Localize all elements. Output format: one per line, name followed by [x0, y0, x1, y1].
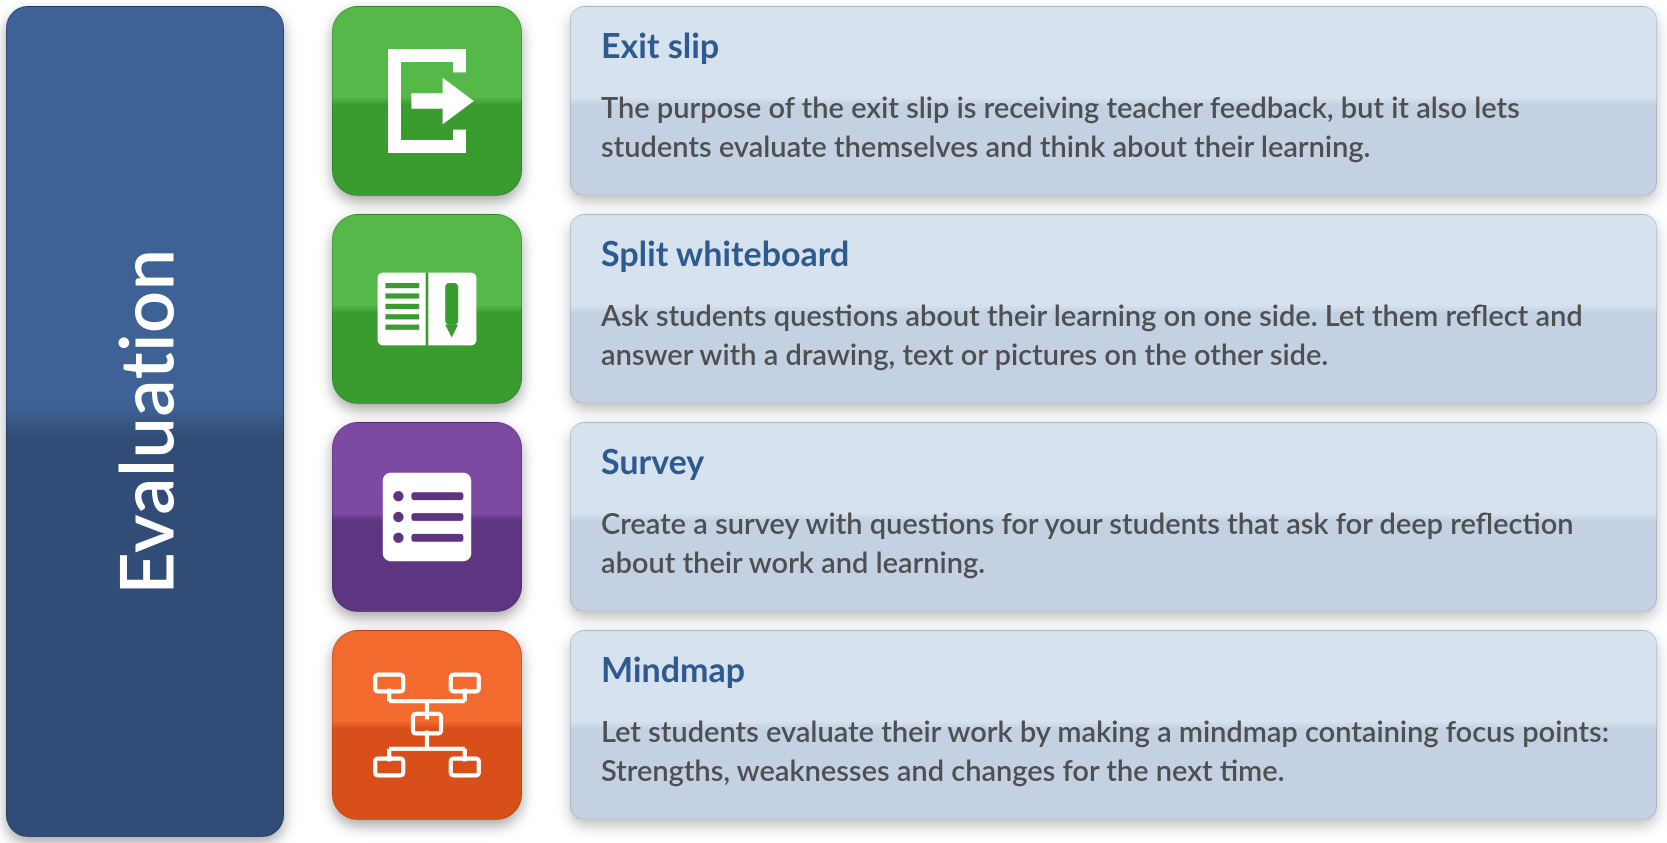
exit-arrow-icon	[362, 36, 492, 166]
icon-tile-survey	[332, 422, 522, 612]
item-body: Create a survey with questions for your …	[601, 504, 1626, 582]
infographic-root: Evaluation Exit slip The purpose of the …	[0, 0, 1667, 843]
list-item: Split whiteboard Ask students questions …	[332, 214, 1657, 404]
list-item: Mindmap Let students evaluate their work…	[332, 630, 1657, 820]
item-title: Exit slip	[601, 25, 1626, 66]
desc-panel-mindmap: Mindmap Let students evaluate their work…	[570, 630, 1657, 820]
icon-tile-exit-slip	[332, 6, 522, 196]
item-body: Let students evaluate their work by maki…	[601, 712, 1626, 790]
category-label: Evaluation	[101, 248, 190, 594]
items-column: Exit slip The purpose of the exit slip i…	[332, 6, 1657, 837]
desc-panel-survey: Survey Create a survey with questions fo…	[570, 422, 1657, 612]
icon-tile-split-whiteboard	[332, 214, 522, 404]
icon-tile-mindmap	[332, 630, 522, 820]
bullet-list-icon	[362, 452, 492, 582]
desc-panel-split-whiteboard: Split whiteboard Ask students questions …	[570, 214, 1657, 404]
item-body: Ask students questions about their learn…	[601, 296, 1626, 374]
list-item: Exit slip The purpose of the exit slip i…	[332, 6, 1657, 196]
item-title: Split whiteboard	[601, 233, 1626, 274]
item-title: Mindmap	[601, 649, 1626, 690]
list-item: Survey Create a survey with questions fo…	[332, 422, 1657, 612]
item-body: The purpose of the exit slip is receivin…	[601, 88, 1626, 166]
category-panel: Evaluation	[6, 6, 284, 837]
desc-panel-exit-slip: Exit slip The purpose of the exit slip i…	[570, 6, 1657, 196]
item-title: Survey	[601, 441, 1626, 482]
split-board-icon	[362, 244, 492, 374]
mindmap-icon	[357, 655, 497, 795]
